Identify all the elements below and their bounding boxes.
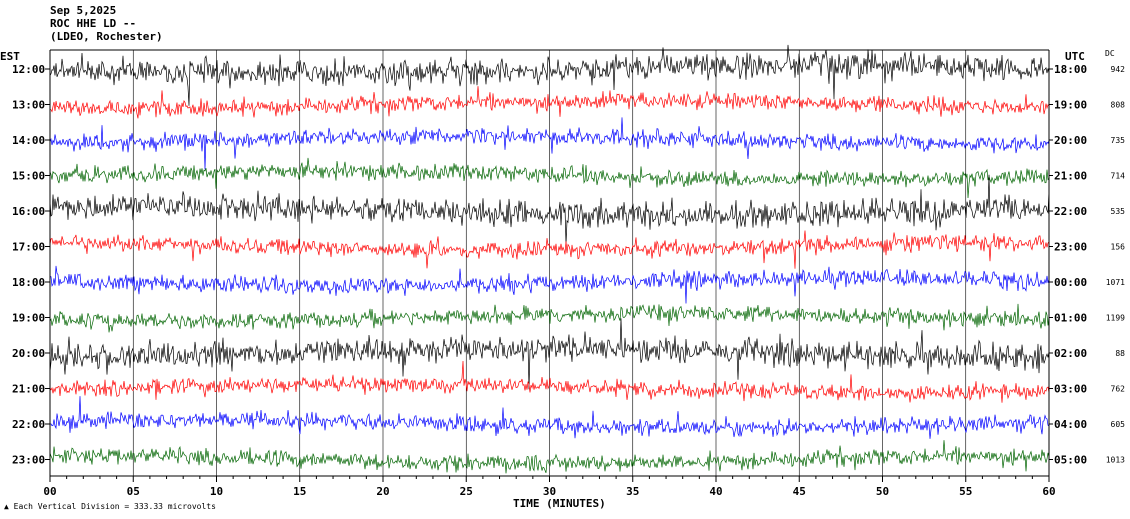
x-tick-label: 20 [376, 485, 389, 498]
dc-value: 1013 [1106, 456, 1125, 465]
trace-1600 [49, 174, 1050, 245]
est-hour-label: 20:00 [12, 347, 45, 360]
x-tick-label: 30 [543, 485, 556, 498]
utc-hour-label: 01:00 [1054, 312, 1087, 325]
est-hour-label: 23:00 [12, 454, 45, 467]
utc-hour-label: 03:00 [1054, 383, 1087, 396]
left-timezone-label: EST [0, 50, 20, 63]
x-tick-label: 40 [709, 485, 722, 498]
trace-1300 [49, 86, 1050, 119]
header-date: Sep 5,2025 [50, 4, 117, 17]
dc-column-header: DC [1105, 49, 1115, 58]
utc-hour-label: 22:00 [1054, 205, 1087, 218]
est-hour-label: 12:00 [12, 63, 45, 76]
est-hour-label: 15:00 [12, 170, 45, 183]
trace-1500 [49, 157, 1050, 199]
est-hour-label: 13:00 [12, 99, 45, 112]
trace-1700 [49, 230, 1050, 269]
header-block: Sep 5,2025 ROC HHE LD -- (LDEO, Rocheste… [50, 4, 163, 43]
utc-hour-label: 04:00 [1054, 418, 1087, 431]
x-tick-label: 05 [127, 485, 140, 498]
vertical-grid [132, 50, 967, 476]
trace-1200 [49, 44, 1050, 106]
est-hour-label: 17:00 [12, 241, 45, 254]
dc-value: 88 [1115, 349, 1125, 358]
x-tick-label: 55 [959, 485, 972, 498]
x-tick-label: 25 [460, 485, 473, 498]
trace-2000 [49, 318, 1050, 390]
dc-value: 156 [1111, 243, 1126, 252]
dc-value: 535 [1111, 207, 1126, 216]
dc-value: 808 [1111, 101, 1126, 110]
x-tick-label: 10 [210, 485, 223, 498]
dc-value: 1199 [1106, 314, 1125, 323]
dc-value: 605 [1111, 420, 1126, 429]
x-axis-label: TIME (MINUTES) [513, 497, 606, 510]
utc-hour-label: 19:00 [1054, 99, 1087, 112]
est-hour-label: 14:00 [12, 134, 45, 147]
header-station: ROC HHE LD -- [50, 17, 137, 30]
x-tick-label: 45 [793, 485, 806, 498]
x-tick-label: 15 [293, 485, 306, 498]
dc-value: 735 [1111, 136, 1126, 145]
utc-hour-label: 02:00 [1054, 347, 1087, 360]
trace-1400 [49, 117, 1050, 170]
dc-value: 942 [1111, 65, 1126, 74]
est-hour-label: 22:00 [12, 418, 45, 431]
dc-value: 762 [1111, 385, 1126, 394]
footnote-text: Each Vertical Division = 333.33 microvol… [13, 502, 216, 511]
utc-hour-label: 20:00 [1054, 134, 1087, 147]
est-hour-label: 21:00 [12, 383, 45, 396]
trace-2100 [49, 360, 1050, 403]
x-tick-label: 00 [43, 485, 56, 498]
axis-labels: 00 05 10 15 20 25 30 35 40 45 50 55 60 12:00 18:00 942 1… [12, 63, 1125, 498]
plot-frame [45, 49, 1053, 482]
trace-1900 [49, 303, 1050, 333]
utc-hour-label: 23:00 [1054, 241, 1087, 254]
seismic-traces [49, 44, 1050, 474]
trace-1800 [49, 265, 1050, 304]
x-tick-label: 35 [626, 485, 639, 498]
trace-2300 [49, 440, 1050, 474]
est-hour-label: 16:00 [12, 205, 45, 218]
utc-hour-label: 00:00 [1054, 276, 1087, 289]
footnote-marker-icon: ▲ [4, 502, 14, 511]
est-hour-label: 19:00 [12, 312, 45, 325]
vertical-division-footnote: ▲ Each Vertical Division = 333.33 microv… [4, 502, 216, 511]
dc-value: 1071 [1106, 278, 1125, 287]
est-hour-label: 18:00 [12, 276, 45, 289]
utc-hour-label: 21:00 [1054, 170, 1087, 183]
trace-2200 [49, 396, 1050, 439]
utc-hour-label: 18:00 [1054, 63, 1087, 76]
utc-hour-label: 05:00 [1054, 454, 1087, 467]
right-timezone-label: UTC [1065, 50, 1085, 63]
header-network: (LDEO, Rochester) [50, 30, 163, 43]
dc-value: 714 [1111, 172, 1126, 181]
x-tick-label: 60 [1042, 485, 1055, 498]
x-tick-label: 50 [876, 485, 889, 498]
